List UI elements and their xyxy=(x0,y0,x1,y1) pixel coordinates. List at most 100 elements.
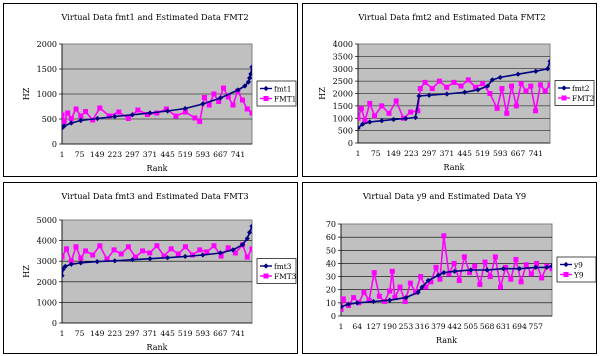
data-point-FMT3 xyxy=(140,248,146,254)
x-tick-label: 297 xyxy=(125,150,140,159)
data-point-FMT1 xyxy=(135,107,141,113)
x-tick-label: 379 xyxy=(431,322,446,331)
y-axis-label: HZ xyxy=(318,87,327,100)
x-axis-label: Rank xyxy=(147,343,168,352)
x-axis-label: Rank xyxy=(444,163,465,172)
y-tick-label: 5000 xyxy=(37,216,57,225)
data-point-Y9 xyxy=(508,276,514,282)
legend-label-y9: y9 xyxy=(573,260,583,269)
series-FMT1 xyxy=(62,85,252,124)
data-point-fmt1 xyxy=(247,75,252,81)
data-point-FMT2 xyxy=(379,103,385,109)
x-tick-label: 593 xyxy=(493,149,508,158)
data-point-fmt2 xyxy=(462,89,468,95)
data-point-y9 xyxy=(549,263,552,269)
y-tick-label: 4000 xyxy=(37,237,57,246)
data-point-FMT3 xyxy=(68,258,74,264)
data-point-fmt3 xyxy=(249,223,252,229)
data-point-Y9 xyxy=(423,284,429,290)
data-point-FMT3 xyxy=(190,252,196,258)
data-point-FMT3 xyxy=(175,251,181,257)
data-point-FMT3 xyxy=(147,250,153,256)
data-point-FMT2 xyxy=(473,84,479,90)
x-tick-label: 316 xyxy=(415,322,430,331)
chart-title: Virtual Data y9 and Estimated Data Y9 xyxy=(362,191,526,201)
legend-label-Y9: Y9 xyxy=(573,270,584,279)
data-point-FMT1 xyxy=(211,91,217,97)
data-point-Y9 xyxy=(451,260,457,266)
data-point-FMT1 xyxy=(230,102,236,108)
x-tick-label: 223 xyxy=(404,149,419,158)
data-point-y9 xyxy=(544,264,550,270)
data-point-fmt3 xyxy=(129,257,135,263)
data-point-FMT2 xyxy=(480,81,486,87)
data-point-FMT2 xyxy=(367,100,373,106)
data-point-fmt1 xyxy=(242,83,248,89)
y-tick-label: 3000 xyxy=(333,65,353,74)
data-point-Y9 xyxy=(407,280,413,286)
data-point-Y9 xyxy=(523,262,529,268)
data-point-FMT1 xyxy=(116,109,122,115)
y-tick-label: 0 xyxy=(52,140,57,149)
x-tick-label: 741 xyxy=(529,149,544,158)
data-point-FMT2 xyxy=(393,98,399,104)
data-point-FMT1 xyxy=(68,116,74,121)
data-point-FMT1 xyxy=(163,106,169,112)
data-point-FMT1 xyxy=(62,119,67,124)
data-point-Y9 xyxy=(472,263,478,269)
data-point-Y9 xyxy=(389,268,395,274)
data-point-y9 xyxy=(484,267,490,273)
data-point-FMT3 xyxy=(104,256,110,262)
data-point-FMT1 xyxy=(97,105,103,111)
data-point-FMT2 xyxy=(415,108,421,114)
legend-marker xyxy=(263,85,269,92)
data-point-Y9 xyxy=(497,284,503,290)
x-tick-label: 519 xyxy=(475,149,490,158)
data-point-FMT2 xyxy=(509,83,515,89)
data-point-FMT3 xyxy=(197,247,203,253)
x-tick-label: 371 xyxy=(143,329,158,338)
x-tick-label: 445 xyxy=(160,329,175,338)
data-point-fmt1 xyxy=(200,101,206,107)
data-point-FMT2 xyxy=(417,86,423,92)
data-point-FMT1 xyxy=(220,85,226,91)
y-axis-label: HZ xyxy=(22,87,31,100)
chart-panel-2: Virtual Data fmt2 and Estimated Data FMT… xyxy=(302,3,597,177)
data-point-Y9 xyxy=(341,306,344,312)
data-point-FMT3 xyxy=(111,247,117,253)
data-point-fmt2 xyxy=(444,91,450,97)
data-point-FMT1 xyxy=(201,95,207,100)
data-point-fmt2 xyxy=(515,71,521,77)
data-point-FMT3 xyxy=(118,251,124,257)
data-point-Y9 xyxy=(433,264,439,270)
x-tick-label: 223 xyxy=(108,150,123,159)
data-point-FMT3 xyxy=(244,254,250,260)
data-point-y9 xyxy=(354,300,360,306)
legend-label-FMT2: FMT2 xyxy=(572,94,594,103)
data-point-fmt1 xyxy=(62,123,67,129)
data-point-FMT2 xyxy=(547,82,550,88)
chart-title: Virtual Data fmt2 and Estimated Data FMT… xyxy=(357,12,545,22)
chart-panel-1: Virtual Data fmt1 and Estimated Data FMT… xyxy=(3,3,298,177)
y-tick-label: 2000 xyxy=(333,90,353,99)
y-tick-label: 1000 xyxy=(37,90,57,99)
data-point-fmt1 xyxy=(129,112,135,118)
x-tick-label: 667 xyxy=(213,150,228,159)
data-point-FMT2 xyxy=(528,83,534,89)
data-point-FMT3 xyxy=(78,255,84,261)
data-point-Y9 xyxy=(539,275,545,281)
data-point-FMT2 xyxy=(542,88,548,94)
data-point-fmt3 xyxy=(62,266,66,273)
data-point-fmt2 xyxy=(497,74,503,81)
data-point-Y9 xyxy=(366,297,372,303)
data-point-FMT3 xyxy=(64,246,70,252)
data-point-fmt3 xyxy=(182,253,188,260)
x-tick-label: 593 xyxy=(196,150,211,159)
data-point-FMT3 xyxy=(218,253,224,259)
y-tick-label: 60 xyxy=(326,233,336,242)
data-point-y9 xyxy=(387,297,393,303)
data-point-fmt2 xyxy=(367,119,373,125)
data-point-FMT2 xyxy=(523,88,529,94)
data-point-y9 xyxy=(435,272,441,278)
